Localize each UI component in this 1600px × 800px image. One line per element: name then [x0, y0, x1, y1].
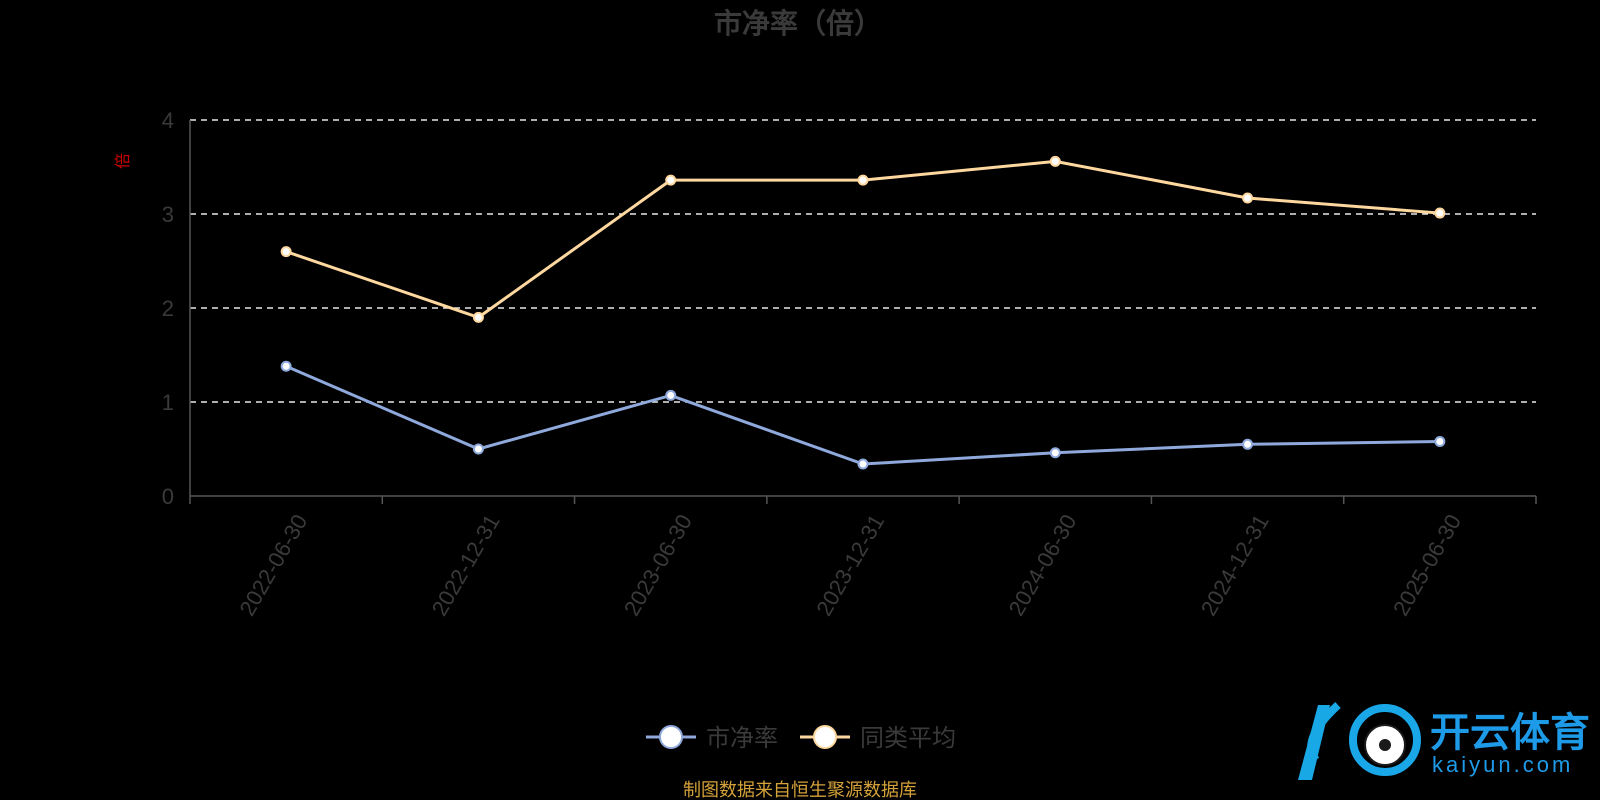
watermark-logo: 开云体育 kaiyun.com	[1298, 702, 1590, 780]
x-tick-label: 2025-06-30	[1388, 510, 1466, 620]
legend-item-1[interactable]: 市净率	[646, 725, 778, 752]
legend-label: 同类平均	[860, 725, 956, 752]
data-point[interactable]	[1049, 447, 1061, 459]
y-tick-label: 1	[162, 390, 174, 415]
legend-marker	[659, 725, 683, 749]
data-point[interactable]	[1242, 192, 1254, 204]
x-tick-label: 2024-12-31	[1196, 510, 1274, 620]
data-point[interactable]	[857, 174, 869, 186]
logo-brand-cn: 开云体育	[1430, 711, 1590, 755]
legend[interactable]: 市净率 同类平均	[646, 725, 956, 752]
series-lines	[280, 155, 1446, 470]
data-point[interactable]	[280, 246, 292, 258]
series-line	[285, 364, 1440, 466]
data-point[interactable]	[1434, 435, 1446, 447]
y-tick-label: 4	[162, 108, 174, 133]
data-source-note: 制图数据来自恒生聚源数据库	[683, 780, 917, 800]
data-point[interactable]	[1049, 155, 1061, 167]
logo-brand-en: kaiyun.com	[1432, 752, 1573, 777]
data-point[interactable]	[857, 458, 869, 470]
logo-emblem	[1298, 702, 1421, 780]
data-point[interactable]	[665, 174, 677, 186]
y-tick-label: 3	[162, 202, 174, 227]
data-point[interactable]	[472, 311, 484, 323]
y-tick-label: 2	[162, 296, 174, 321]
series-1	[280, 360, 1446, 470]
data-point[interactable]	[1242, 438, 1254, 450]
legend-label: 市净率	[706, 725, 778, 752]
axes: 0 1 2 3 4 2022-06-30 2022-12-31 2023-06-30 2023-…	[162, 108, 1537, 620]
x-tick-label: 2022-06-30	[234, 510, 312, 620]
y-tick-label: 0	[162, 484, 174, 509]
data-point[interactable]	[280, 360, 292, 372]
legend-item-2[interactable]: 同类平均	[800, 725, 956, 752]
x-tick-label: 2024-06-30	[1004, 510, 1082, 620]
legend-marker	[813, 725, 837, 749]
data-point[interactable]	[472, 443, 484, 455]
data-point[interactable]	[1434, 207, 1446, 219]
x-tick-label: 2023-12-31	[811, 510, 889, 620]
x-tick-label: 2022-12-31	[427, 510, 505, 620]
series-2	[280, 155, 1446, 323]
grid-lines	[190, 119, 1536, 403]
chart-title: 市净率（倍）	[714, 7, 882, 39]
data-point[interactable]	[665, 389, 677, 401]
x-tick-label: 2023-06-30	[619, 510, 697, 620]
y-axis-unit-label: 倍	[114, 153, 132, 169]
